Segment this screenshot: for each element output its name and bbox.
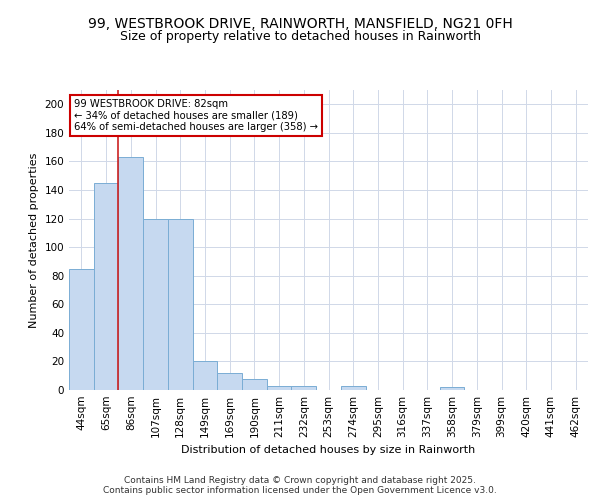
Text: Size of property relative to detached houses in Rainworth: Size of property relative to detached ho… (119, 30, 481, 43)
X-axis label: Distribution of detached houses by size in Rainworth: Distribution of detached houses by size … (181, 446, 476, 456)
Bar (168, 218, 193, 390)
Bar (341, 386, 365, 390)
Bar (267, 386, 292, 390)
Bar (193, 362, 217, 390)
Bar (292, 386, 316, 390)
Bar (94, 183, 118, 390)
Text: 99 WESTBROOK DRIVE: 82sqm
← 34% of detached houses are smaller (189)
64% of semi: 99 WESTBROOK DRIVE: 82sqm ← 34% of detac… (74, 99, 318, 132)
Y-axis label: Number of detached properties: Number of detached properties (29, 152, 39, 328)
Bar (69, 268, 94, 390)
Bar (242, 378, 267, 390)
Bar (440, 387, 464, 390)
Bar (118, 157, 143, 390)
Text: Contains HM Land Registry data © Crown copyright and database right 2025.
Contai: Contains HM Land Registry data © Crown c… (103, 476, 497, 495)
Bar (217, 373, 242, 390)
Text: 99, WESTBROOK DRIVE, RAINWORTH, MANSFIELD, NG21 0FH: 99, WESTBROOK DRIVE, RAINWORTH, MANSFIEL… (88, 18, 512, 32)
Bar (143, 218, 168, 390)
